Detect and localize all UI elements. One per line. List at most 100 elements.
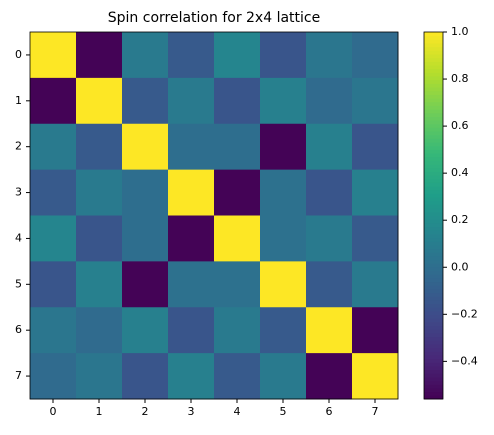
y-tick-label: 4 xyxy=(15,231,22,244)
colorbar-segment xyxy=(424,303,443,308)
colorbar-tick-label: 1.0 xyxy=(451,25,469,38)
colorbar-segment xyxy=(424,200,443,205)
heatmap-cell xyxy=(122,77,169,125)
y-tick-label: 2 xyxy=(15,140,22,153)
heatmap-cell xyxy=(352,261,399,308)
colorbar-tick-label: 0.0 xyxy=(451,260,469,273)
heatmap-cell xyxy=(30,169,77,216)
heatmap-cell xyxy=(306,353,353,400)
colorbar-segment xyxy=(424,197,443,202)
colorbar-segment xyxy=(424,274,443,279)
y-tick-label: 3 xyxy=(15,186,22,199)
colorbar-segment xyxy=(424,219,443,224)
colorbar-tick-label: 0.8 xyxy=(451,72,469,85)
colorbar-segment xyxy=(424,138,443,143)
colorbar-segment xyxy=(424,98,443,103)
heatmap-cell xyxy=(214,169,261,216)
colorbar-segment xyxy=(424,149,443,154)
heatmap-cell xyxy=(168,169,215,216)
colorbar-segment xyxy=(424,43,443,48)
heatmap-cell xyxy=(122,307,169,354)
heatmap-cell xyxy=(30,261,77,308)
heatmap-cell xyxy=(168,261,215,308)
colorbar-segment xyxy=(424,61,443,66)
colorbar-segment xyxy=(424,255,443,261)
colorbar-segment xyxy=(424,285,443,290)
colorbar-segment xyxy=(424,57,443,62)
heatmap-cell xyxy=(168,123,215,171)
colorbar-segment xyxy=(424,263,443,268)
colorbar-segment xyxy=(424,391,443,396)
colorbar-segment xyxy=(424,153,443,158)
heatmap-cell xyxy=(30,123,77,171)
heatmap-cell xyxy=(214,32,261,79)
heatmap-cell xyxy=(260,169,307,216)
colorbar-segment xyxy=(424,87,443,92)
heatmap-cell xyxy=(214,307,261,354)
heatmap-cell xyxy=(306,123,353,171)
colorbar-segment xyxy=(424,211,443,216)
colorbar-segment xyxy=(424,131,443,136)
colorbar-segment xyxy=(424,230,443,235)
colorbar-segment xyxy=(424,204,443,209)
colorbar-segment xyxy=(424,358,443,363)
colorbar-segment xyxy=(424,329,443,334)
colorbar-segment xyxy=(424,332,443,338)
heatmap-cell xyxy=(76,307,123,354)
heatmap-cell xyxy=(306,169,353,216)
heatmap-cell xyxy=(76,77,123,125)
heatmap-cell xyxy=(306,307,353,354)
colorbar-segment xyxy=(424,175,443,180)
colorbar-segment xyxy=(424,189,443,194)
heatmap-cell xyxy=(76,32,123,79)
colorbar-segment xyxy=(424,193,443,198)
colorbar-segment xyxy=(424,127,443,132)
colorbar-segment xyxy=(424,318,443,323)
heatmap-cell xyxy=(214,353,261,400)
colorbar-segment xyxy=(424,145,443,150)
colorbar-segment xyxy=(424,336,443,341)
colorbar-segment xyxy=(424,123,443,128)
colorbar-tick-label: 0.6 xyxy=(451,119,469,132)
heatmap-cell xyxy=(30,307,77,354)
heatmap-cell xyxy=(76,353,123,400)
colorbar-segment xyxy=(424,288,443,294)
heatmap-cell xyxy=(30,32,77,79)
colorbar-segment xyxy=(424,307,443,312)
x-tick-label: 0 xyxy=(50,405,57,418)
heatmap-cell xyxy=(306,32,353,79)
colorbar-segment xyxy=(424,142,443,147)
heatmap-cell xyxy=(122,353,169,400)
heatmap-cell xyxy=(306,77,353,125)
colorbar-segment xyxy=(424,340,443,345)
plot-frame xyxy=(29,31,399,400)
colorbar-segment xyxy=(424,248,443,253)
heatmap-cell xyxy=(168,353,215,400)
colorbar-segment xyxy=(424,266,443,272)
x-tick-label: 5 xyxy=(280,405,287,418)
colorbar-segment xyxy=(424,116,443,121)
colorbar-segment xyxy=(424,365,443,371)
heatmap-cell xyxy=(352,307,399,354)
colorbar-segment xyxy=(424,343,443,349)
heatmap-cell xyxy=(122,215,169,262)
colorbar-segment xyxy=(424,54,443,59)
colorbar-segment xyxy=(424,83,443,88)
colorbar-segment xyxy=(424,281,443,286)
heatmap-cell xyxy=(122,261,169,308)
colorbar-segment xyxy=(424,215,443,220)
colorbar-segment xyxy=(424,94,443,99)
heatmap-cell xyxy=(122,169,169,216)
heatmap-cell xyxy=(352,123,399,171)
colorbar-tick-label: −0.2 xyxy=(451,307,478,320)
colorbar-segment xyxy=(424,244,443,250)
heatmap-cell xyxy=(76,215,123,262)
colorbar-segment xyxy=(424,39,443,44)
colorbar-segment xyxy=(424,134,443,139)
heatmap-cell xyxy=(306,215,353,262)
colorbar-segment xyxy=(424,182,443,187)
heatmap-cell xyxy=(168,307,215,354)
colorbar-segment xyxy=(424,252,443,257)
heatmap-cell xyxy=(30,353,77,400)
